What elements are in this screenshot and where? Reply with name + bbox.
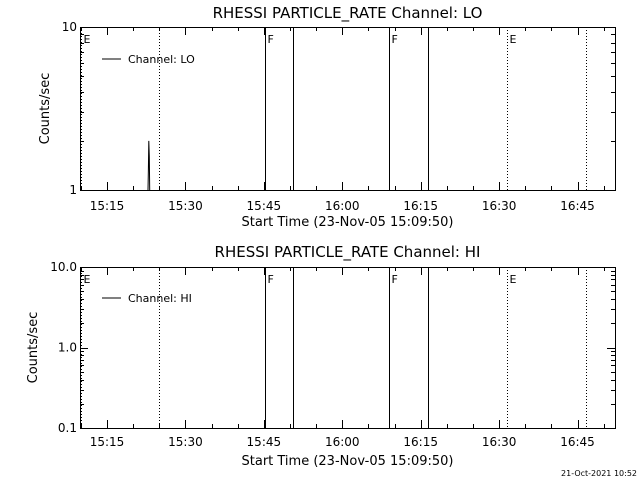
plot-frame bbox=[80, 27, 616, 191]
x-tick-label: 16:30 bbox=[482, 199, 517, 213]
y-axis-label: Counts/sec bbox=[26, 312, 41, 384]
y-tick-label: 1 bbox=[69, 183, 77, 197]
x-tick-label: 16:15 bbox=[403, 435, 438, 449]
flag-label: F bbox=[268, 33, 274, 46]
flag-label: E bbox=[84, 273, 91, 286]
flag-label: F bbox=[392, 33, 398, 46]
x-tick-label: 15:30 bbox=[168, 199, 203, 213]
flag-label: F bbox=[268, 273, 274, 286]
x-axis-label: Start Time (23-Nov-05 15:09:50) bbox=[242, 215, 454, 230]
x-tick-label: 15:45 bbox=[247, 199, 282, 213]
x-tick-label: 15:30 bbox=[168, 435, 203, 449]
flag-label: E bbox=[510, 33, 517, 46]
timestamp: 21-Oct-2021 10:52 bbox=[561, 469, 637, 478]
y-axis-label: Counts/sec bbox=[38, 73, 53, 145]
chart-title: RHESSI PARTICLE_RATE Channel: LO bbox=[213, 4, 483, 23]
y-tick-label: 10 bbox=[62, 20, 77, 34]
x-tick-label: 15:15 bbox=[90, 435, 125, 449]
chart-panel-1: RHESSI PARTICLE_RATE Channel: LO E F F E 15:1… bbox=[38, 4, 616, 230]
y-tick-label: 0.1 bbox=[58, 421, 77, 435]
flag-label: F bbox=[392, 273, 398, 286]
legend-label: Channel: HI bbox=[128, 292, 192, 305]
chart-title: RHESSI PARTICLE_RATE Channel: HI bbox=[215, 243, 481, 262]
flag-label: E bbox=[510, 273, 517, 286]
y-tick-label: 1.0 bbox=[58, 341, 77, 355]
x-tick-label: 15:45 bbox=[247, 435, 282, 449]
x-tick-label: 16:45 bbox=[560, 435, 595, 449]
x-tick-label: 15:15 bbox=[90, 199, 125, 213]
x-tick-label: 16:15 bbox=[403, 199, 438, 213]
chart-panel-2: RHESSI PARTICLE_RATE Channel: HI E F F E 15:1… bbox=[26, 243, 616, 469]
x-tick-label: 16:00 bbox=[325, 199, 360, 213]
legend-label: Channel: LO bbox=[128, 53, 195, 66]
x-tick-label: 16:30 bbox=[482, 435, 517, 449]
x-tick-label: 16:00 bbox=[325, 435, 360, 449]
flag-label: E bbox=[84, 33, 91, 46]
series-line bbox=[147, 140, 151, 191]
x-tick-label: 16:45 bbox=[560, 199, 595, 213]
x-axis-label: Start Time (23-Nov-05 15:09:50) bbox=[242, 454, 454, 469]
y-tick-label: 10.0 bbox=[50, 260, 77, 274]
